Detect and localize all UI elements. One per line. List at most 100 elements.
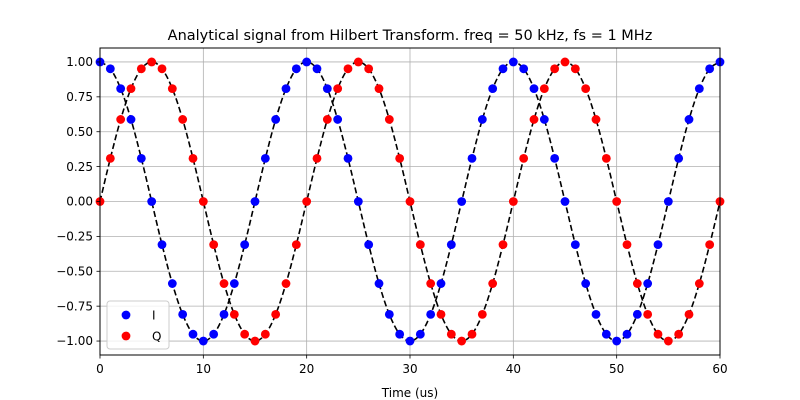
point-q — [705, 240, 715, 250]
x-tick-label: 20 — [299, 362, 314, 376]
point-q — [147, 57, 157, 67]
point-q — [581, 84, 591, 94]
point-q — [126, 84, 136, 94]
y-tick-label: 0.50 — [66, 125, 93, 139]
data-points — [95, 57, 725, 346]
x-tick-label: 0 — [96, 362, 104, 376]
x-tick-label: 50 — [609, 362, 624, 376]
point-i — [653, 240, 663, 250]
point-i — [384, 309, 394, 319]
point-q — [374, 84, 384, 94]
point-q — [178, 115, 188, 124]
point-q — [333, 84, 343, 94]
point-q — [694, 279, 704, 288]
point-i — [260, 153, 270, 163]
point-q — [271, 309, 281, 319]
plot-area — [95, 47, 725, 356]
point-q — [539, 84, 549, 94]
point-q — [219, 279, 229, 288]
y-tick-label: 0.00 — [66, 195, 93, 209]
y-tick-label: 0.25 — [66, 160, 93, 174]
point-i — [198, 336, 208, 346]
point-i — [126, 115, 136, 124]
point-q — [663, 336, 673, 346]
point-i — [570, 240, 580, 250]
point-i — [116, 84, 126, 94]
y-axis: −1.00 −0.75 −0.50 −0.25 0.00 0.25 0.50 0.75 1.00 — [56, 55, 100, 348]
point-q — [157, 64, 167, 74]
x-tick-label: 10 — [196, 362, 211, 376]
point-q — [250, 336, 260, 346]
point-i — [457, 197, 467, 206]
chart-title: Analytical signal from Hilbert Transform… — [168, 28, 653, 44]
point-i — [612, 336, 622, 346]
point-i — [343, 153, 353, 163]
point-i — [167, 279, 177, 288]
point-q — [198, 197, 208, 206]
point-q — [291, 240, 301, 250]
point-i — [467, 153, 477, 163]
x-tick-label: 60 — [712, 362, 727, 376]
point-i — [281, 84, 291, 94]
y-tick-label: −0.75 — [56, 299, 93, 313]
point-i — [178, 309, 188, 319]
x-axis-label: Time (us) — [381, 386, 438, 400]
y-tick-label: 0.75 — [66, 90, 93, 104]
point-q — [529, 115, 539, 124]
point-q — [488, 279, 498, 288]
point-i — [374, 279, 384, 288]
point-q — [209, 240, 219, 250]
point-q — [395, 153, 405, 163]
point-q — [508, 197, 518, 206]
point-q — [188, 153, 198, 163]
point-q — [105, 153, 115, 163]
point-q — [457, 336, 467, 346]
point-i — [364, 240, 374, 250]
point-q — [312, 153, 322, 163]
y-tick-label: −1.00 — [56, 334, 93, 348]
point-i — [705, 64, 715, 74]
point-i — [498, 64, 508, 74]
point-q — [116, 115, 126, 124]
point-i — [157, 240, 167, 250]
legend: IQ — [106, 300, 170, 350]
point-i — [436, 279, 446, 288]
point-q — [436, 309, 446, 319]
point-i — [539, 115, 549, 124]
point-i — [312, 64, 322, 74]
point-q — [384, 115, 394, 124]
point-i — [147, 197, 157, 206]
point-i — [560, 197, 570, 206]
point-i — [508, 57, 518, 67]
point-q — [519, 153, 529, 163]
point-i — [105, 64, 115, 74]
point-q — [415, 240, 425, 250]
point-i — [240, 240, 250, 250]
point-i — [529, 84, 539, 94]
point-i — [601, 329, 611, 339]
point-i — [684, 115, 694, 124]
point-i — [550, 153, 560, 163]
point-i — [353, 197, 363, 206]
point-q — [281, 279, 291, 288]
point-i — [519, 64, 529, 74]
point-i — [271, 115, 281, 124]
point-q — [643, 309, 653, 319]
legend-label-q: Q — [152, 329, 161, 343]
point-i — [632, 309, 642, 319]
point-q — [322, 115, 332, 124]
point-q — [591, 115, 601, 124]
point-q — [612, 197, 622, 206]
point-q — [477, 309, 487, 319]
point-q — [167, 84, 177, 94]
point-q — [560, 57, 570, 67]
point-i — [229, 279, 239, 288]
point-i — [333, 115, 343, 124]
point-i — [395, 329, 405, 339]
point-i — [405, 336, 415, 346]
point-q — [446, 329, 456, 339]
point-i — [136, 153, 146, 163]
point-i — [446, 240, 456, 250]
point-q — [229, 309, 239, 319]
